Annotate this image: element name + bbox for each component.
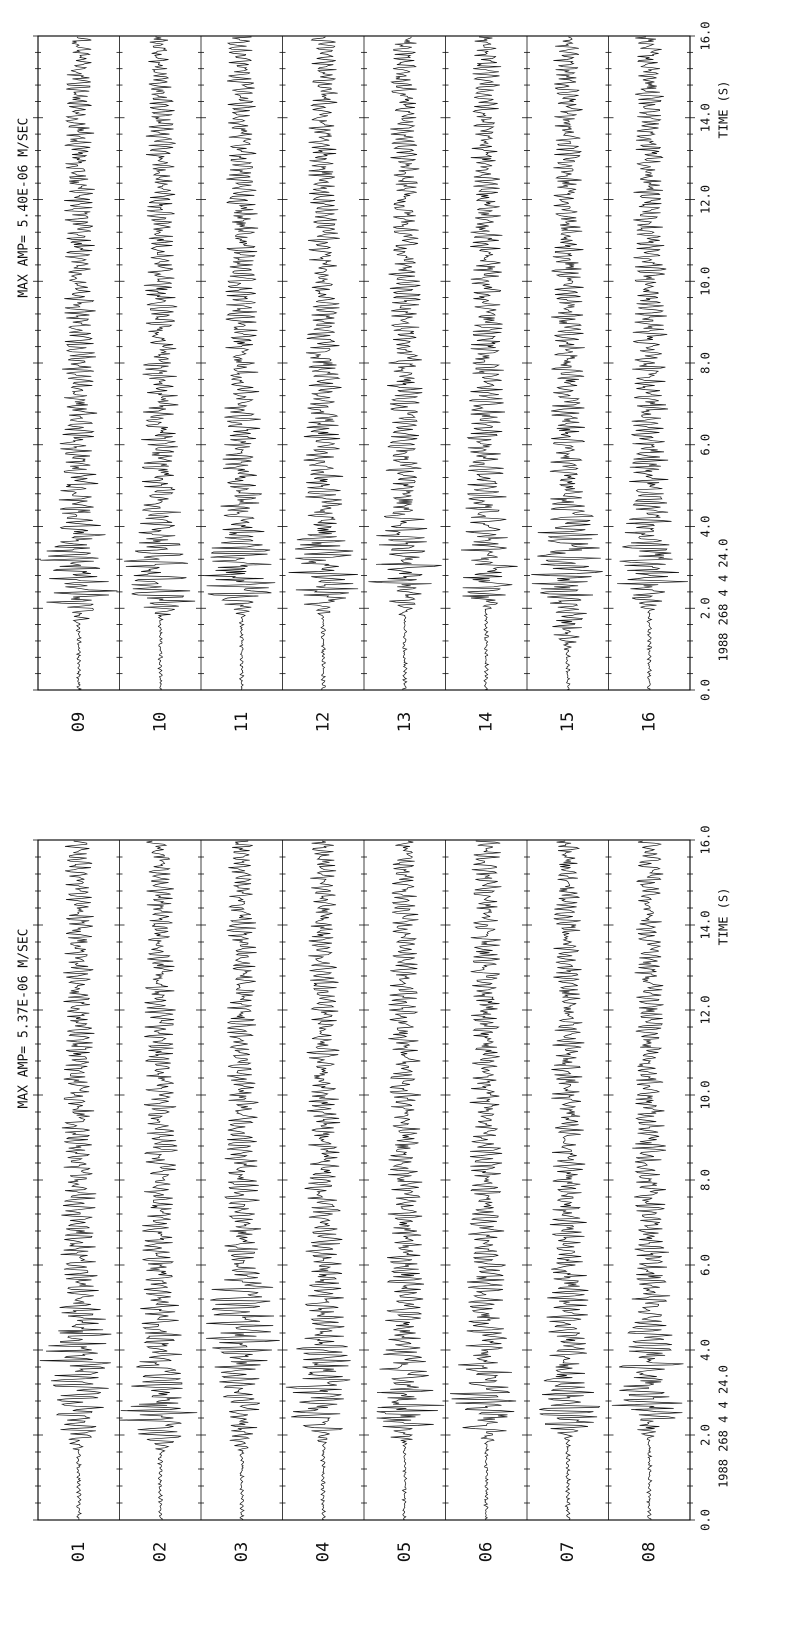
- station-label-10: 10: [150, 712, 170, 732]
- time-ticks: [33, 839, 695, 1521]
- x-axis-title: TIME (S): [717, 81, 731, 139]
- station-label-01: 01: [69, 1542, 89, 1562]
- seismogram-trace-08: [611, 840, 684, 1521]
- time-tick-label: 2.0: [699, 597, 713, 619]
- seismogram-trace-16: [617, 36, 689, 691]
- seismogram-trace-06: [450, 840, 517, 1521]
- station-label-12: 12: [313, 712, 333, 732]
- station-label-15: 15: [558, 712, 578, 732]
- seismogram-trace-13: [368, 36, 442, 691]
- time-tick-label: 6.0: [699, 434, 713, 456]
- max-amp-title: MAX AMP= 5.37E-06 M/SEC: [17, 928, 32, 1108]
- time-tick-label: 16.0: [699, 826, 713, 855]
- time-tick-label: 14.0: [699, 103, 713, 132]
- time-tick-label: 4.0: [699, 516, 713, 538]
- time-tick-label: 0.0: [699, 1509, 713, 1531]
- time-tick-label: 12.0: [699, 185, 713, 214]
- station-label-03: 03: [232, 1542, 252, 1562]
- time-tick-label: 10.0: [699, 1081, 713, 1110]
- seismogram-trace-14: [460, 36, 518, 691]
- x-axis-title: TIME (S): [717, 888, 731, 946]
- time-tick-label: 4.0: [699, 1339, 713, 1361]
- time-tick-label: 8.0: [699, 1169, 713, 1191]
- seismogram-trace-03: [205, 840, 280, 1521]
- time-ticks: [33, 35, 695, 691]
- max-amp-title: MAX AMP= 5.40E-06 M/SEC: [17, 118, 32, 298]
- seismogram-trace-09: [40, 36, 118, 691]
- station-label-04: 04: [313, 1542, 333, 1562]
- station-label-05: 05: [395, 1542, 415, 1562]
- seismogram-trace-01: [39, 840, 112, 1521]
- seismogram-trace-02: [119, 840, 198, 1521]
- seismogram-trace-12: [288, 36, 359, 691]
- seismogram-trace-11: [203, 36, 276, 691]
- seismogram-trace-04: [285, 840, 351, 1521]
- time-tick-label: 12.0: [699, 996, 713, 1025]
- seismogram-trace-05: [376, 840, 445, 1521]
- station-label-08: 08: [639, 1542, 659, 1562]
- time-tick-label: 0.0: [699, 679, 713, 701]
- time-tick-label: 2.0: [699, 1424, 713, 1446]
- station-label-16: 16: [639, 712, 659, 732]
- seismogram-panel-1: 01 02 03 04 05 06 07 08 0.0 2.0 4.0 6.0 8.0 10.0 12.0 1…: [17, 826, 731, 1563]
- station-label-07: 07: [558, 1542, 578, 1562]
- station-label-02: 02: [150, 1542, 170, 1562]
- station-label-14: 14: [476, 712, 496, 732]
- seismogram-trace-10: [123, 36, 196, 691]
- time-tick-label: 6.0: [699, 1254, 713, 1276]
- station-label-06: 06: [476, 1542, 496, 1562]
- time-tick-label: 8.0: [699, 352, 713, 374]
- seismogram-trace-07: [539, 840, 601, 1521]
- time-tick-label: 16.0: [699, 22, 713, 51]
- time-tick-label: 10.0: [699, 267, 713, 296]
- date-label: 1988 268 4 4 24.0: [717, 1365, 731, 1488]
- time-tick-label: 14.0: [699, 911, 713, 940]
- station-label-09: 09: [69, 712, 89, 732]
- station-label-13: 13: [395, 712, 415, 732]
- seismogram-trace-15: [531, 36, 603, 691]
- seismogram-panel-2: 09 10 11 12 13 14 15 16 0.0 2.0 4.0 6.0 8.0 10.0 12.0 1…: [17, 22, 731, 733]
- date-label: 1988 268 4 4 24.0: [717, 539, 731, 662]
- station-label-11: 11: [232, 712, 252, 732]
